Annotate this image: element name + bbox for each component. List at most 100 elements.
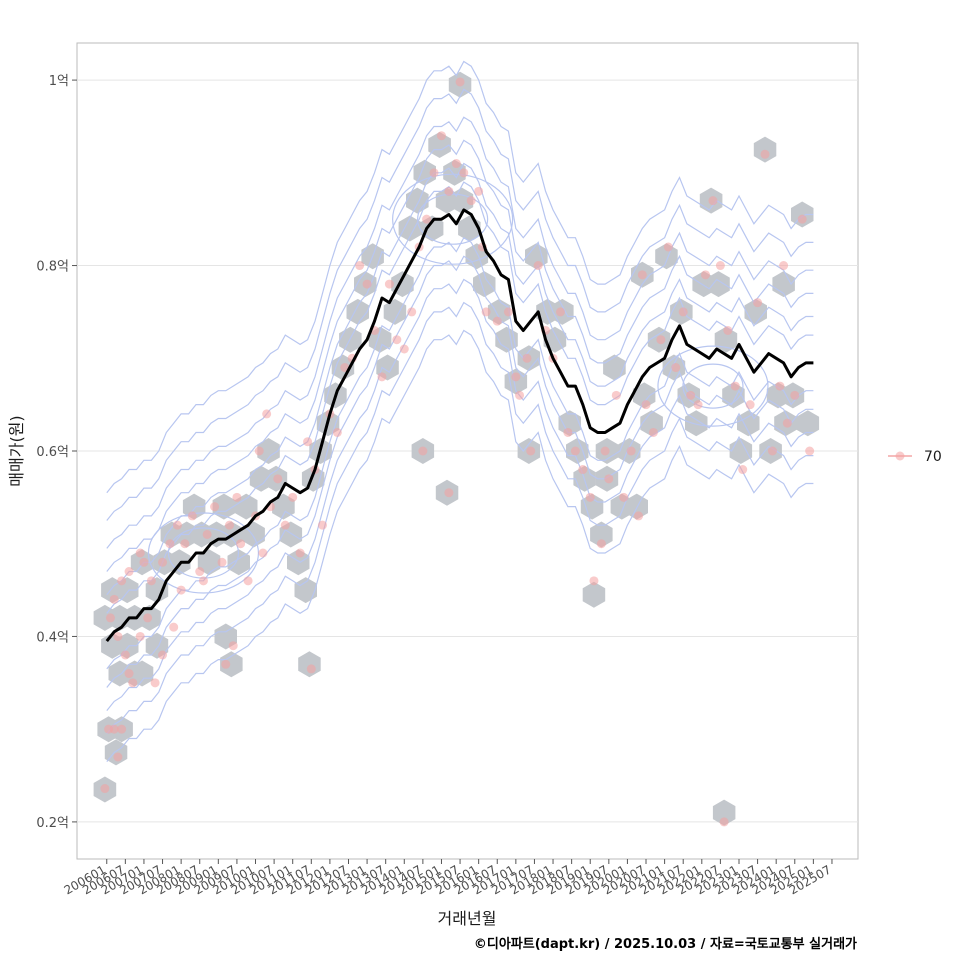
hex-bin <box>398 215 422 242</box>
density-contour <box>106 278 814 711</box>
scatter-point <box>515 390 525 400</box>
scatter-point <box>169 622 179 632</box>
scatter-point <box>303 437 313 447</box>
scatter-point <box>273 474 283 484</box>
scatter-point <box>317 520 327 530</box>
scatter-point <box>533 261 543 271</box>
scatter-point <box>362 279 372 289</box>
scatter-point <box>221 659 231 669</box>
scatter-point <box>258 548 268 558</box>
scatter-point <box>693 400 703 410</box>
scatter-point <box>436 131 446 141</box>
density-contour <box>106 139 814 572</box>
scatter-point <box>295 548 305 558</box>
hex-bin <box>108 660 131 687</box>
scatter-point <box>634 511 644 521</box>
scatter-point <box>150 678 160 688</box>
hex-bin <box>287 549 310 576</box>
legend: 70 <box>888 449 942 465</box>
scatter-points <box>100 77 815 827</box>
scatter-point <box>158 557 168 567</box>
scatter-point <box>224 520 234 530</box>
scatter-point <box>522 353 532 363</box>
hex-bin <box>558 410 581 437</box>
scatter-point <box>656 335 666 345</box>
scatter-point <box>723 325 733 335</box>
x-axis-ticks: 2006012006072007012007072008012008072009… <box>62 859 833 898</box>
scatter-point <box>306 664 316 674</box>
hex-bin <box>590 521 613 548</box>
scatter-point <box>578 465 588 475</box>
trend-line <box>105 208 814 643</box>
hex-bin <box>257 438 280 464</box>
hex-bin <box>212 493 236 520</box>
scatter-point <box>782 418 792 428</box>
scatter-point <box>135 631 145 641</box>
scatter-point <box>611 390 621 400</box>
hex-bin <box>383 298 407 325</box>
scatter-point <box>596 539 606 549</box>
scatter-point <box>262 409 272 419</box>
scatter-point <box>745 400 755 410</box>
hex-bin <box>413 159 436 186</box>
density-contour-ring <box>147 512 260 594</box>
caption: ©디아파트(dapt.kr) / 2025.10.03 / 자료=국토교통부 실… <box>474 936 857 952</box>
scatter-point <box>503 307 513 317</box>
scatter-point <box>444 186 454 196</box>
scatter-point <box>585 492 595 502</box>
density-contour <box>106 116 814 549</box>
scatter-point <box>767 446 777 456</box>
hex-bin <box>443 159 466 186</box>
scatter-point <box>117 576 127 586</box>
scatter-point <box>120 650 130 660</box>
hex-bin <box>406 187 429 214</box>
y-tick-label: 0.6억 <box>36 445 69 460</box>
scatter-point <box>165 539 175 549</box>
hex-bin <box>753 136 777 163</box>
scatter-point <box>117 724 127 734</box>
scatter-point <box>492 316 502 326</box>
scatter-point <box>779 261 789 271</box>
scatter-point <box>600 446 610 456</box>
scatter-point <box>377 372 387 382</box>
scatter-point <box>715 261 725 271</box>
hex-bin <box>525 243 548 270</box>
scatter-point <box>444 488 454 498</box>
scatter-point <box>202 529 212 539</box>
scatter-point <box>187 511 197 521</box>
scatter-point <box>288 492 298 502</box>
scatter-point <box>619 492 629 502</box>
scatter-point <box>124 567 134 577</box>
scatter-point <box>243 576 253 586</box>
y-tick-label: 0.2억 <box>36 816 69 831</box>
hex-bin <box>737 410 760 437</box>
scatter-point <box>730 381 740 391</box>
scatter-point <box>172 520 182 530</box>
density-contour <box>106 236 814 670</box>
scatter-point <box>686 390 696 400</box>
scatter-point <box>678 307 688 317</box>
scatter-point <box>455 77 465 87</box>
hex-bin <box>796 410 820 437</box>
density-contour <box>106 88 814 521</box>
scatter-point <box>555 307 565 317</box>
scatter-point <box>753 298 763 308</box>
scatter-point <box>563 427 573 437</box>
scatter-point <box>760 149 770 159</box>
hex-bin <box>220 651 243 678</box>
density-contour <box>106 255 814 688</box>
hex-bin <box>130 660 154 687</box>
scatter-point <box>671 363 681 373</box>
y-axis-title: 매매가(원) <box>7 415 26 486</box>
scatter-point <box>451 159 461 169</box>
hex-bin <box>428 132 451 158</box>
scatter-point <box>648 427 658 437</box>
scatter-point <box>701 270 711 280</box>
hex-bin <box>707 271 730 298</box>
scatter-point <box>198 576 208 586</box>
y-tick-label: 0.8억 <box>36 260 69 275</box>
trend-line-path <box>105 208 814 643</box>
scatter-point <box>135 548 145 558</box>
y-tick-label: 1억 <box>49 74 69 89</box>
